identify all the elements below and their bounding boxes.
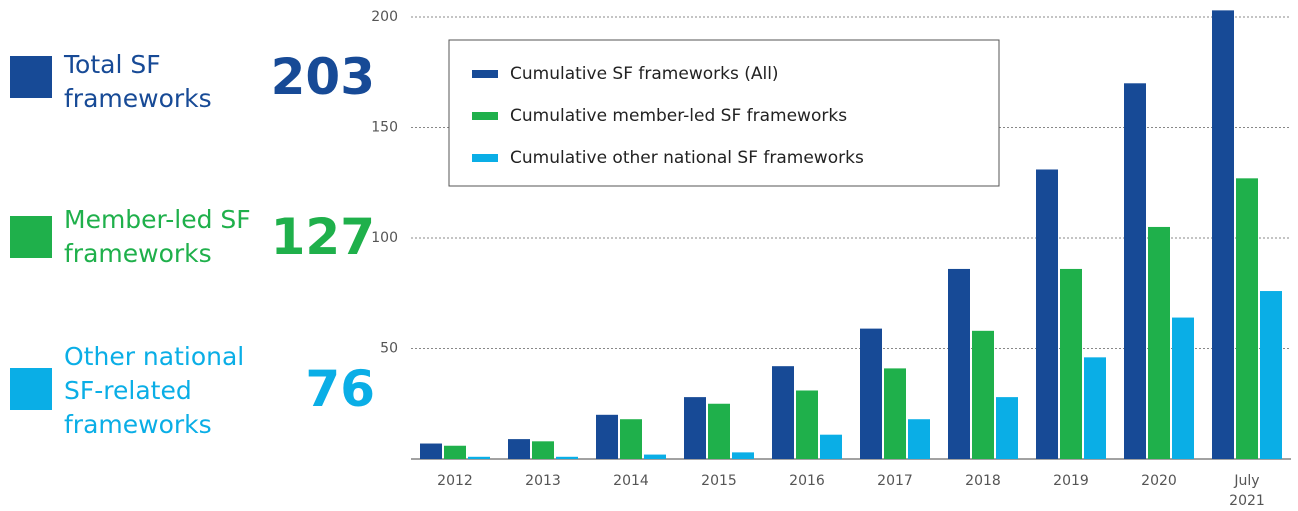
bar [1260,291,1282,459]
bar [1124,83,1146,460]
bar [508,439,530,459]
x-tick-label: 2019 [1053,473,1089,489]
legend-label: Cumulative member-led SF frameworks [510,106,847,126]
bar [908,419,930,459]
bar [596,414,618,459]
x-tick-label: 2014 [613,473,649,489]
bar [860,328,882,459]
bar [1212,10,1234,460]
y-tick-label: 200 [371,9,398,25]
bar [556,456,578,459]
stat-value: 76 [305,360,375,418]
bar [884,368,906,459]
stat-swatch [10,368,52,410]
stats-panel: Total SF frameworks 203 Member-led SF fram… [0,0,400,510]
stat-label: Total SF frameworks [64,50,212,113]
bar [772,366,794,459]
stat-label: Other national SF-related frameworks [64,342,245,439]
bar [1060,268,1082,459]
x-tick-label: July 2021 [1229,473,1265,509]
x-tick-label: 2012 [437,473,473,489]
bar [684,397,706,459]
bar [972,330,994,459]
x-tick-label: 2017 [877,473,913,489]
bar [468,456,490,459]
y-tick-label: 100 [371,230,398,246]
bar [1172,317,1194,459]
x-tick-label: 2013 [525,473,561,489]
stat-swatch [10,56,52,98]
stat-value: 203 [270,48,375,106]
x-tick-label: 2020 [1141,473,1177,489]
stat-swatch [10,216,52,258]
legend-label: Cumulative SF frameworks (All) [510,64,779,84]
stat-label: Member-led SF frameworks [64,205,251,268]
bar [1084,357,1106,459]
bar [1236,178,1258,459]
bar [420,443,442,459]
y-tick-label: 150 [371,120,398,136]
bar [708,403,730,459]
y-tick-label: 50 [380,341,398,357]
bar [732,452,754,459]
x-tick-label: 2016 [789,473,825,489]
bar [644,454,666,459]
bar [444,445,466,459]
bar [820,434,842,459]
bar [996,397,1018,459]
bar [532,441,554,459]
legend-swatch [472,154,498,162]
bar [948,268,970,459]
legend-box [448,39,1000,187]
bar [620,419,642,459]
legend-swatch [472,70,498,78]
legend-swatch [472,112,498,120]
stat-value: 127 [270,208,375,266]
x-tick-label: 2018 [965,473,1001,489]
bar [1148,226,1170,459]
bar [1036,169,1058,460]
legend-label: Cumulative other national SF frameworks [510,148,864,168]
legend: Cumulative SF frameworks (All) Cumulative… [448,39,1000,187]
x-tick-label: 2015 [701,473,737,489]
bar [796,390,818,459]
